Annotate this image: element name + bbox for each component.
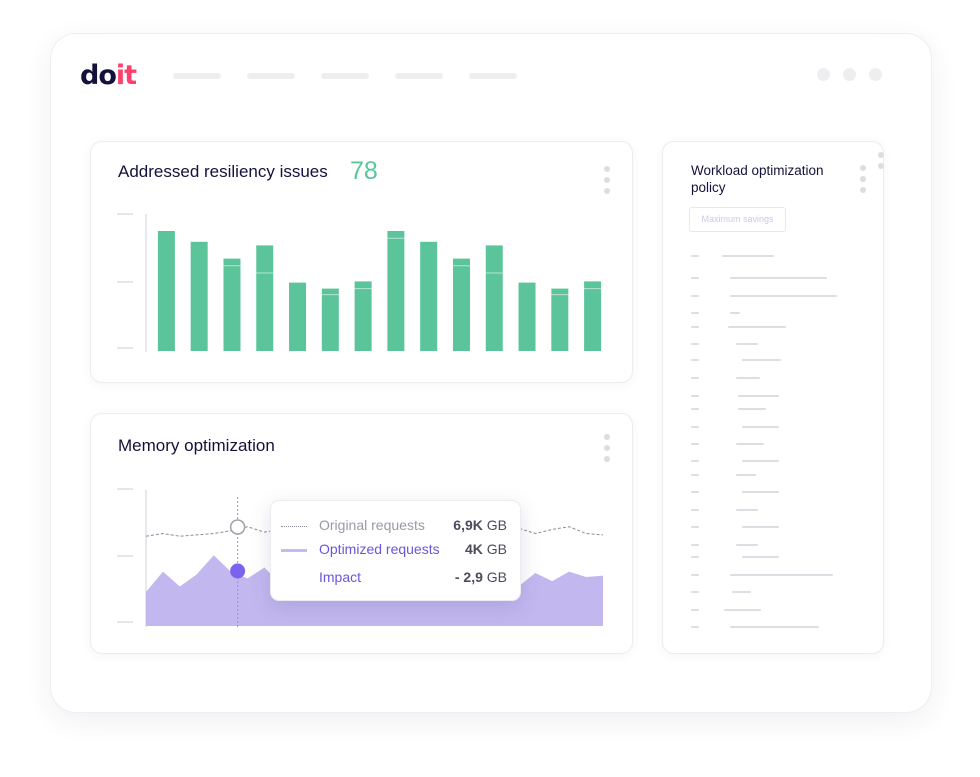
tree-line-placeholder[interactable]	[738, 395, 779, 397]
bar	[485, 245, 503, 351]
tree-line-placeholder[interactable]	[730, 295, 837, 297]
tree-bullet	[691, 395, 699, 397]
tree-bullet	[691, 312, 699, 314]
tree-bullet	[691, 255, 699, 257]
nav-item-placeholder[interactable]	[469, 73, 517, 79]
memory-kebab-menu-icon[interactable]	[604, 434, 610, 467]
tree-bullet	[691, 343, 699, 345]
tree-line-placeholder[interactable]	[736, 343, 758, 345]
tree-line-placeholder[interactable]	[736, 544, 758, 546]
tree-line-placeholder[interactable]	[742, 426, 779, 428]
resiliency-count: 78	[350, 157, 378, 185]
policy-title: Workload optimization policy	[691, 163, 824, 195]
tree-line-placeholder[interactable]	[736, 509, 758, 511]
tooltip-label: Optimized requests	[319, 541, 440, 557]
original-point-marker	[229, 519, 246, 535]
policy-select[interactable]: Maximum savings	[689, 207, 786, 232]
tree-bullet	[691, 574, 699, 576]
tree-line-placeholder[interactable]	[736, 474, 756, 476]
tree-bullet	[691, 460, 699, 462]
tree-bullet	[691, 443, 699, 445]
tree-bullet	[691, 609, 699, 611]
window-control-dot[interactable]	[817, 68, 830, 81]
tooltip-value: 4K GB	[464, 541, 507, 557]
resiliency-kebab-menu-icon[interactable]	[604, 166, 610, 199]
tree-bullet	[691, 359, 699, 361]
tree-line-placeholder[interactable]	[732, 591, 751, 593]
tree-bullet	[691, 509, 699, 511]
tree-bullet	[691, 408, 699, 410]
logo-it: it	[115, 60, 137, 91]
tooltip-label: Impact	[319, 569, 362, 585]
tree-bullet	[691, 526, 699, 528]
bar	[157, 231, 175, 351]
tree-bullet	[691, 544, 699, 546]
tree-bullet	[691, 626, 699, 628]
tooltip-value: - 2,9 GB	[454, 569, 507, 585]
bar	[354, 281, 372, 351]
tree-line-placeholder[interactable]	[730, 574, 833, 576]
bar	[387, 231, 405, 351]
resiliency-bar-chart	[117, 213, 602, 352]
tree-line-placeholder[interactable]	[742, 359, 781, 361]
window-control-dot[interactable]	[869, 68, 882, 81]
tree-line-placeholder[interactable]	[722, 255, 774, 257]
dotted-line-swatch-icon	[281, 526, 307, 527]
tree-line-placeholder[interactable]	[742, 491, 779, 493]
bar	[452, 258, 470, 351]
policy-card	[662, 141, 884, 654]
tree-line-placeholder[interactable]	[724, 609, 761, 611]
bar	[584, 281, 602, 351]
bar	[190, 241, 208, 351]
nav-item-placeholder[interactable]	[395, 73, 443, 79]
memory-tooltip: Original requests 6,9K GB Optimized requ…	[270, 500, 521, 601]
bar	[223, 258, 241, 351]
tooltip-row-impact: Impact - 2,9 GB	[271, 569, 520, 589]
tree-bullet	[691, 295, 699, 297]
resiliency-title: Addressed resiliency issues	[118, 162, 328, 181]
memory-title: Memory optimization	[118, 436, 275, 455]
bar	[321, 288, 339, 351]
tree-line-placeholder[interactable]	[736, 377, 760, 379]
tree-line-placeholder[interactable]	[738, 408, 766, 410]
tree-bullet	[691, 591, 699, 593]
tree-bullet	[691, 277, 699, 279]
bar	[289, 282, 307, 351]
tree-line-placeholder[interactable]	[730, 626, 819, 628]
tree-line-placeholder[interactable]	[728, 326, 786, 328]
tree-line-placeholder[interactable]	[742, 460, 779, 462]
tooltip-row-original: Original requests 6,9K GB	[271, 517, 520, 537]
bar	[518, 282, 536, 351]
optimized-point-marker	[230, 563, 246, 579]
tree-bullet	[691, 474, 699, 476]
policy-kebab-menu-icon[interactable]	[860, 165, 866, 198]
bar	[256, 245, 274, 351]
tree-bullet	[691, 556, 699, 558]
window-control-dot[interactable]	[843, 68, 856, 81]
tree-line-placeholder[interactable]	[730, 277, 827, 279]
tree-bullet	[691, 377, 699, 379]
scroll-dots-icon	[878, 152, 884, 174]
tree-bullet	[691, 491, 699, 493]
tooltip-value: 6,9K GB	[453, 517, 507, 533]
tree-line-placeholder[interactable]	[736, 443, 764, 445]
bar	[420, 241, 438, 351]
bar	[551, 288, 569, 351]
tree-line-placeholder[interactable]	[730, 312, 740, 314]
tree-bullet	[691, 326, 699, 328]
nav-item-placeholder[interactable]	[321, 73, 369, 79]
doit-logo[interactable]: doit	[80, 60, 137, 91]
tooltip-label: Original requests	[319, 517, 425, 533]
tree-line-placeholder[interactable]	[742, 526, 779, 528]
logo-do: do	[80, 60, 117, 91]
tooltip-row-optimized: Optimized requests 4K GB	[271, 541, 520, 561]
tree-line-placeholder[interactable]	[742, 556, 779, 558]
purple-line-swatch-icon	[281, 549, 307, 552]
nav-item-placeholder[interactable]	[247, 73, 295, 79]
nav-item-placeholder[interactable]	[173, 73, 221, 79]
tree-bullet	[691, 426, 699, 428]
